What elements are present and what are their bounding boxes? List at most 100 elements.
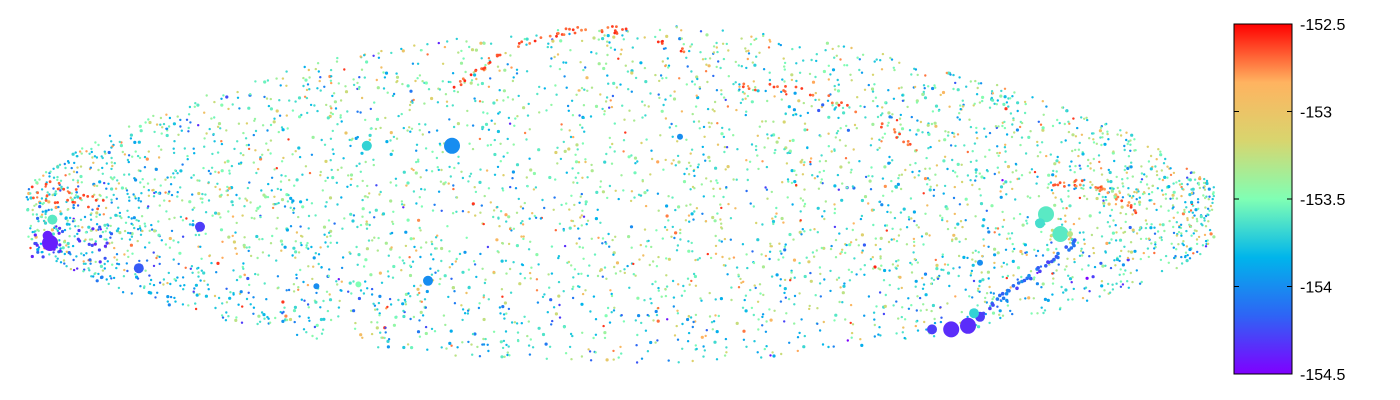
data-point [394,315,398,319]
data-point [1103,142,1107,146]
data-point [860,198,865,203]
data-point [281,300,285,304]
data-point [80,152,83,155]
data-point [444,181,447,184]
data-point [715,89,719,92]
data-point [460,304,463,307]
data-point [1091,275,1095,279]
data-point [769,318,773,322]
data-point [158,255,161,259]
data-point [1060,223,1064,226]
data-point [702,345,705,348]
data-point [1071,276,1074,279]
data-point [715,330,719,334]
data-point [661,77,664,80]
data-point [894,185,898,189]
data-point [608,321,612,324]
data-point [1161,178,1165,182]
data-point [768,308,771,311]
data-point [956,133,960,136]
data-point [888,269,891,272]
data-point [1111,231,1115,235]
data-point [746,57,749,61]
data-point [695,207,699,210]
data-point [959,220,963,223]
data-point [556,53,560,56]
data-point [142,286,146,290]
data-point [220,193,223,197]
data-point [996,166,999,169]
data-point [30,238,34,241]
data-point [147,189,150,192]
data-point [117,263,121,266]
data-point [364,160,367,164]
data-point [666,57,669,60]
data-point [137,140,141,144]
data-point [411,260,415,263]
data-point [757,328,760,331]
data-point [1097,154,1101,157]
data-point [105,238,108,241]
data-point [56,201,59,204]
data-point [764,186,767,189]
data-point [574,153,577,156]
data-point [966,203,969,206]
data-point [252,133,255,137]
data-point [924,273,927,276]
data-point [366,287,369,290]
data-point [1205,179,1209,183]
data-point [448,341,452,345]
data-point [660,42,664,45]
data-point [937,109,941,113]
data-point [133,140,137,144]
data-point [639,243,642,247]
data-point [241,305,244,308]
data-point [94,260,97,264]
data-point [329,234,332,238]
data-point [70,166,73,170]
data-point [623,118,626,121]
data-point [453,89,456,93]
data-point [942,159,946,163]
data-point [1070,160,1073,163]
data-point [140,215,144,218]
data-point [930,309,933,313]
data-point [77,225,80,228]
data-point [434,236,438,239]
data-point [879,59,882,62]
data-point [594,318,598,321]
data-point [646,350,650,353]
data-point [26,208,30,212]
data-point [360,151,364,155]
data-point [544,342,548,346]
data-point [601,190,606,194]
data-point [1082,184,1085,187]
data-point [775,206,778,210]
data-point [833,84,836,88]
data-point [267,317,270,320]
data-point [664,64,667,68]
data-point [297,146,301,150]
data-point [853,123,857,127]
data-point [520,40,524,44]
data-point [814,294,817,297]
data-point [1023,243,1027,247]
data-point [1190,234,1193,237]
data-point [467,210,470,214]
data-point [503,301,507,305]
data-point [277,201,280,205]
data-point [922,303,925,306]
data-point [793,303,796,306]
data-point [1139,257,1143,261]
data-point [976,137,979,140]
data-point [915,224,918,227]
data-point [1000,265,1003,268]
data-point [455,37,458,41]
data-point [302,328,306,331]
data-point [436,166,439,169]
data-point [675,324,678,328]
data-point [1115,231,1118,234]
data-point [930,277,933,280]
data-point [487,85,491,89]
data-point [893,68,896,72]
